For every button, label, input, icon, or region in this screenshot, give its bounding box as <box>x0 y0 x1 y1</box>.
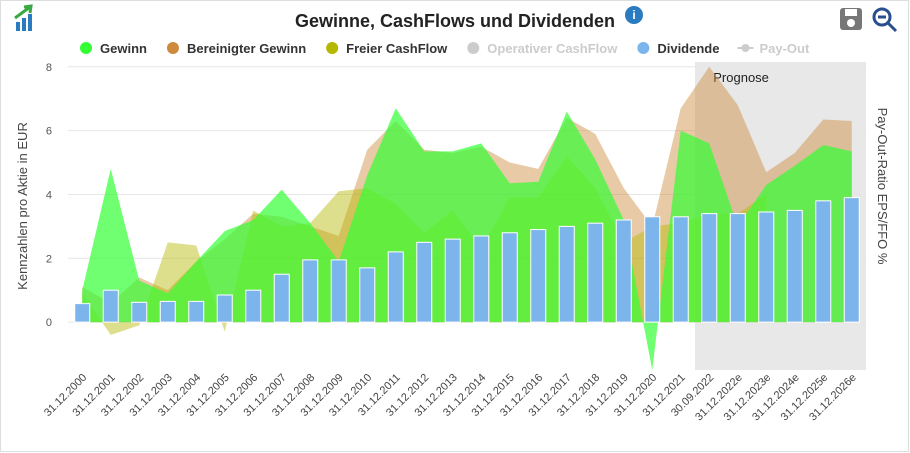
chart-title: Gewinne, CashFlows und Dividenden <box>295 11 615 31</box>
bar <box>416 241 433 323</box>
bar <box>188 300 205 323</box>
bar <box>729 213 746 323</box>
bar <box>131 301 148 323</box>
bar <box>473 235 490 323</box>
bar <box>530 229 547 323</box>
bar <box>74 303 91 323</box>
bar <box>273 273 290 323</box>
forecast-label: Prognose <box>713 70 769 85</box>
y-axis-label: Kennzahlen pro Aktie in EUR <box>15 122 30 290</box>
bar <box>672 216 689 323</box>
save-icon[interactable] <box>840 8 862 30</box>
bar <box>159 300 176 323</box>
y-tick-label: 6 <box>46 126 52 138</box>
bar <box>786 209 803 323</box>
bar <box>843 197 860 323</box>
legend-label[interactable]: Freier CashFlow <box>346 41 448 56</box>
bar <box>245 289 262 323</box>
bar <box>302 259 319 323</box>
legend-marker <box>326 42 339 54</box>
bar <box>587 222 604 323</box>
zoom-icon[interactable] <box>872 7 898 33</box>
y-tick-label: 0 <box>46 317 52 329</box>
y-tick-label: 2 <box>46 253 52 265</box>
legend-label[interactable]: Operativer CashFlow <box>487 41 618 56</box>
legend-label[interactable]: Gewinn <box>100 41 147 56</box>
bar <box>615 219 632 323</box>
bar <box>387 251 404 323</box>
legend-label[interactable]: Bereinigter Gewinn <box>187 41 306 56</box>
y-tick-label: 4 <box>46 189 52 201</box>
bar <box>501 232 518 323</box>
bar <box>359 267 376 323</box>
y-tick-label: 8 <box>46 62 52 74</box>
bar <box>102 289 119 323</box>
bar <box>815 200 832 323</box>
info-icon[interactable]: i <box>625 6 643 24</box>
legend-marker <box>467 42 480 54</box>
bar <box>644 216 661 323</box>
legend-marker <box>637 42 650 54</box>
bar <box>758 211 775 323</box>
y2-axis-label: Pay-Out-Ratio EPS/FFO % <box>875 108 890 265</box>
bar <box>216 294 233 323</box>
legend-marker <box>80 42 92 54</box>
legend-label[interactable]: Dividende <box>657 41 719 56</box>
bar <box>558 225 575 323</box>
svg-text:i: i <box>632 8 635 22</box>
legend-label[interactable]: Pay-Out <box>759 41 810 56</box>
legend-marker <box>741 44 750 52</box>
bar <box>701 213 718 323</box>
legend-marker <box>166 42 179 54</box>
logo <box>14 4 33 31</box>
bar <box>330 259 347 323</box>
bar <box>444 238 461 323</box>
